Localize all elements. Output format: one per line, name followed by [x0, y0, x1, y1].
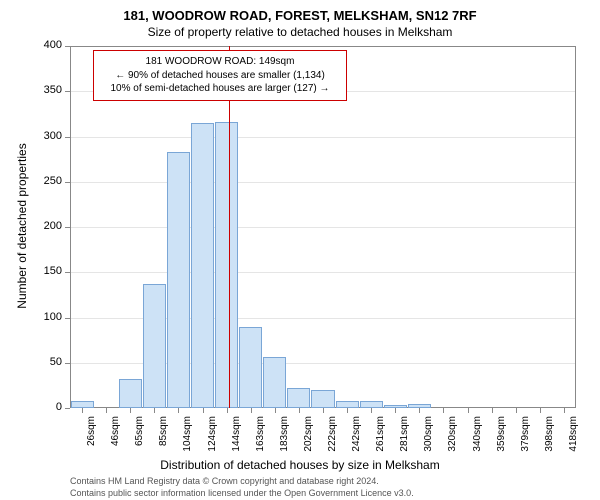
- y-gridline: [71, 227, 575, 228]
- x-tick-label: 85sqm: [158, 416, 169, 464]
- y-tick-label: 350: [30, 84, 62, 96]
- histogram-bar: [336, 401, 359, 408]
- histogram-bar: [360, 401, 383, 408]
- y-tick: [65, 182, 70, 183]
- y-tick-label: 0: [30, 401, 62, 413]
- x-tick-label: 183sqm: [279, 416, 290, 464]
- y-tick: [65, 46, 70, 47]
- y-tick-label: 50: [30, 356, 62, 368]
- x-tick: [492, 408, 493, 413]
- x-tick-label: 359sqm: [496, 416, 507, 464]
- x-tick-label: 202sqm: [303, 416, 314, 464]
- histogram-bar: [143, 284, 166, 408]
- x-tick: [371, 408, 372, 413]
- x-tick: [227, 408, 228, 413]
- info-line-1: 181 WOODROW ROAD: 149sqm: [102, 55, 338, 69]
- x-tick-label: 379sqm: [520, 416, 531, 464]
- y-tick: [65, 318, 70, 319]
- histogram-bar: [191, 123, 214, 408]
- x-tick-label: 300sqm: [423, 416, 434, 464]
- x-tick: [251, 408, 252, 413]
- attribution-line-1: Contains HM Land Registry data © Crown c…: [70, 476, 414, 488]
- y-tick: [65, 272, 70, 273]
- x-tick-label: 26sqm: [86, 416, 97, 464]
- x-tick-label: 398sqm: [544, 416, 555, 464]
- x-tick: [540, 408, 541, 413]
- x-tick-label: 281sqm: [399, 416, 410, 464]
- x-tick: [564, 408, 565, 413]
- x-tick: [178, 408, 179, 413]
- x-tick: [419, 408, 420, 413]
- x-tick: [395, 408, 396, 413]
- x-tick-label: 242sqm: [351, 416, 362, 464]
- info-box: 181 WOODROW ROAD: 149sqm ← 90% of detach…: [93, 50, 347, 101]
- x-tick-label: 65sqm: [134, 416, 145, 464]
- x-tick: [154, 408, 155, 413]
- y-tick: [65, 408, 70, 409]
- x-tick-label: 261sqm: [375, 416, 386, 464]
- histogram-bar: [384, 405, 407, 408]
- x-tick: [347, 408, 348, 413]
- x-tick-label: 222sqm: [327, 416, 338, 464]
- histogram-bar: [311, 390, 334, 408]
- y-tick-label: 150: [30, 265, 62, 277]
- y-tick: [65, 91, 70, 92]
- chart-container: 181, WOODROW ROAD, FOREST, MELKSHAM, SN1…: [0, 0, 600, 500]
- x-tick-label: 340sqm: [472, 416, 483, 464]
- info-line-2: ← 90% of detached houses are smaller (1,…: [102, 69, 338, 83]
- attribution: Contains HM Land Registry data © Crown c…: [70, 476, 414, 499]
- x-tick-label: 320sqm: [447, 416, 458, 464]
- x-tick-label: 418sqm: [568, 416, 579, 464]
- x-tick: [443, 408, 444, 413]
- x-tick: [275, 408, 276, 413]
- histogram-bar: [263, 357, 286, 408]
- x-tick: [130, 408, 131, 413]
- x-tick: [106, 408, 107, 413]
- y-gridline: [71, 272, 575, 273]
- x-tick: [82, 408, 83, 413]
- x-tick-label: 46sqm: [110, 416, 121, 464]
- info-line-3: 10% of semi-detached houses are larger (…: [102, 82, 338, 96]
- histogram-bar: [119, 379, 142, 408]
- y-tick-label: 100: [30, 311, 62, 323]
- histogram-bar: [71, 401, 94, 408]
- x-tick-label: 104sqm: [182, 416, 193, 464]
- histogram-bar: [408, 404, 431, 408]
- histogram-bar: [287, 388, 310, 408]
- histogram-bar: [215, 122, 238, 408]
- x-tick: [299, 408, 300, 413]
- y-tick-label: 200: [30, 220, 62, 232]
- y-tick: [65, 137, 70, 138]
- y-tick-label: 400: [30, 39, 62, 51]
- histogram-bar: [239, 327, 262, 408]
- histogram-bar: [167, 152, 190, 408]
- y-gridline: [71, 137, 575, 138]
- y-axis-label: Number of detached properties: [15, 116, 29, 336]
- x-tick-label: 124sqm: [207, 416, 218, 464]
- x-tick: [516, 408, 517, 413]
- chart-title-main: 181, WOODROW ROAD, FOREST, MELKSHAM, SN1…: [0, 0, 600, 23]
- x-tick: [203, 408, 204, 413]
- y-tick: [65, 363, 70, 364]
- x-tick: [323, 408, 324, 413]
- x-tick: [468, 408, 469, 413]
- chart-title-sub: Size of property relative to detached ho…: [0, 23, 600, 39]
- y-tick-label: 300: [30, 130, 62, 142]
- attribution-line-2: Contains public sector information licen…: [70, 488, 414, 500]
- x-tick-label: 144sqm: [231, 416, 242, 464]
- y-tick-label: 250: [30, 175, 62, 187]
- x-tick-label: 163sqm: [255, 416, 266, 464]
- y-tick: [65, 227, 70, 228]
- y-gridline: [71, 182, 575, 183]
